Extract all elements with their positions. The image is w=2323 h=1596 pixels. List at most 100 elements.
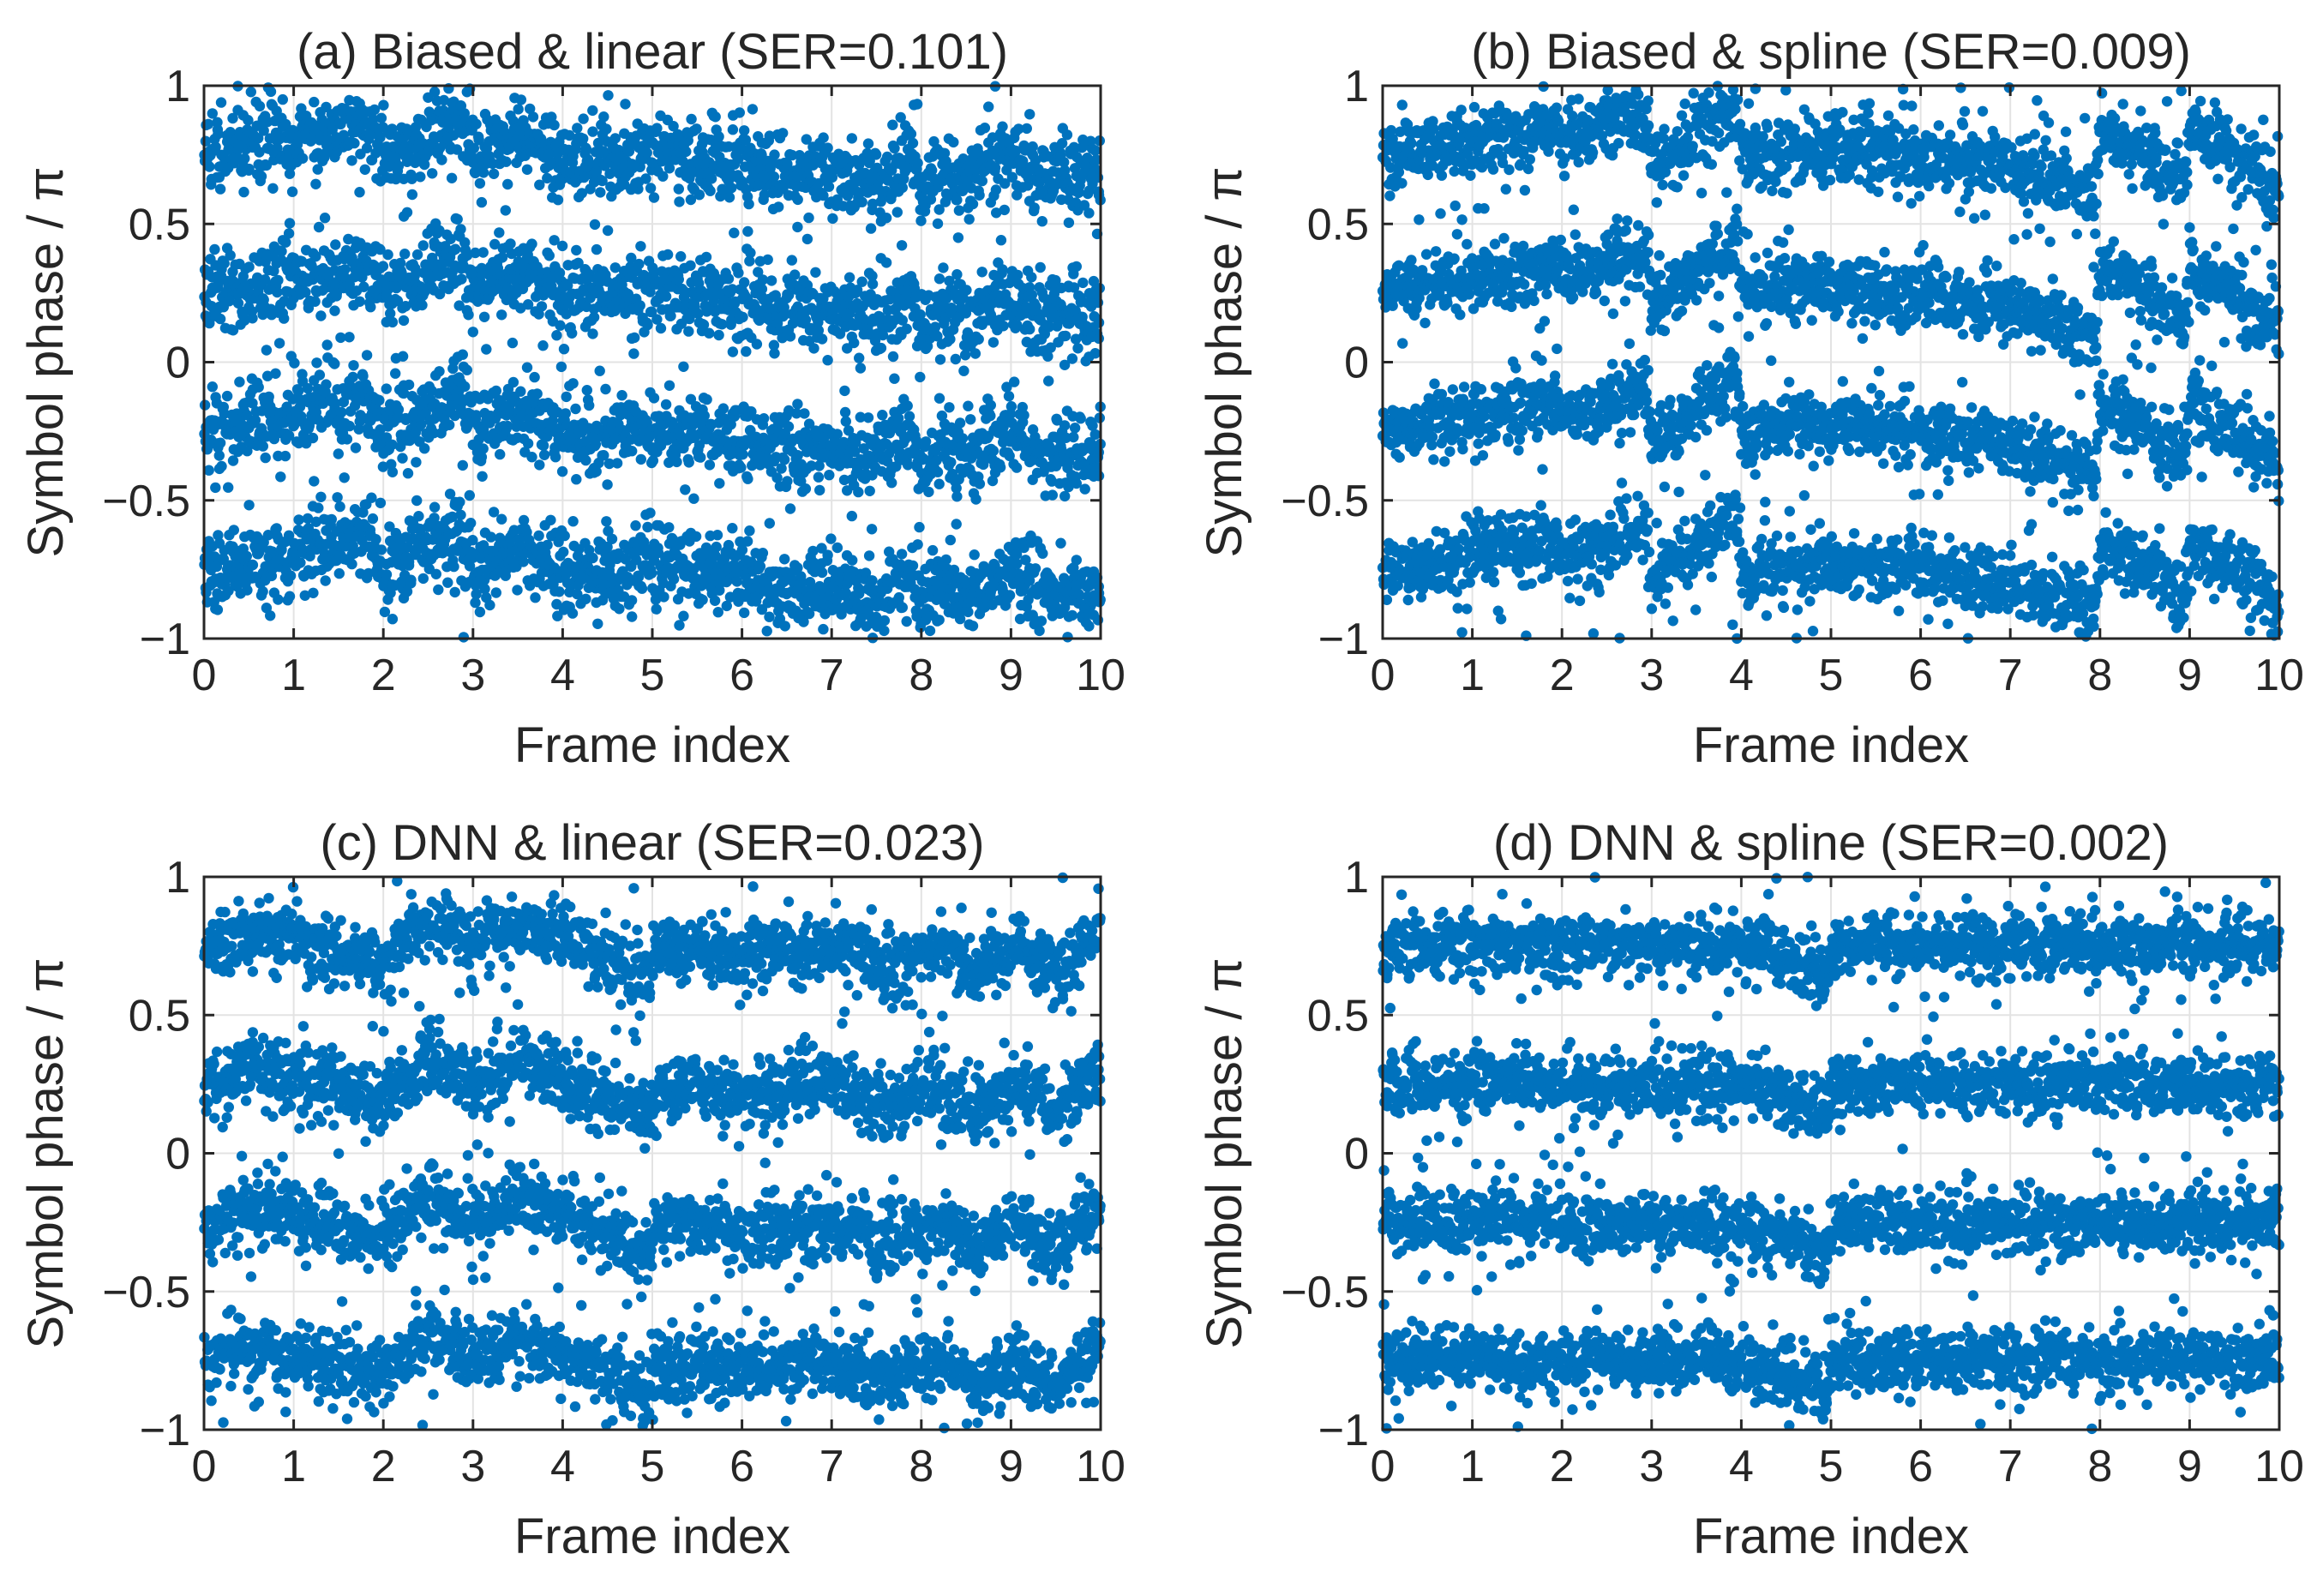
data-point — [247, 313, 258, 324]
data-point — [700, 251, 712, 263]
data-point — [254, 100, 266, 112]
data-point — [204, 317, 215, 329]
data-point — [257, 441, 268, 452]
data-point — [413, 511, 424, 522]
data-point — [786, 255, 797, 266]
data-point — [648, 393, 660, 404]
data-point — [902, 459, 914, 471]
data-point — [545, 514, 556, 525]
data-point — [320, 575, 331, 586]
data-point — [210, 141, 221, 153]
data-point — [477, 247, 489, 258]
data-point — [281, 401, 292, 412]
data-point — [260, 452, 271, 464]
data-point — [534, 459, 545, 471]
data-point — [602, 479, 613, 490]
data-point — [636, 583, 648, 594]
data-point — [555, 361, 567, 373]
data-point — [614, 603, 625, 615]
data-point — [602, 225, 614, 237]
data-point — [458, 632, 470, 643]
data-point — [512, 585, 523, 596]
data-point — [739, 125, 750, 136]
data-point — [713, 131, 724, 142]
data-point — [558, 546, 569, 558]
data-point — [402, 468, 414, 479]
data-point — [312, 164, 323, 175]
data-point — [642, 319, 653, 331]
data-point — [283, 530, 295, 541]
data-point — [207, 381, 218, 393]
data-point — [299, 590, 310, 601]
data-point — [375, 497, 387, 508]
data-point — [976, 267, 987, 278]
data-point — [455, 224, 466, 235]
data-point — [773, 201, 784, 213]
data-point — [467, 327, 478, 338]
data-point — [864, 485, 875, 496]
data-point — [555, 320, 566, 331]
data-point — [987, 445, 999, 457]
data-point — [915, 215, 927, 226]
data-point — [300, 286, 311, 298]
data-point — [262, 530, 274, 541]
data-point — [626, 595, 638, 606]
data-point — [273, 338, 285, 349]
data-point — [434, 366, 445, 377]
data-point — [729, 227, 740, 238]
data-point — [840, 416, 851, 427]
data-point — [526, 238, 537, 249]
data-point — [361, 350, 373, 361]
data-point — [339, 472, 350, 483]
data-point — [272, 142, 283, 153]
data-point — [744, 525, 755, 537]
data-point — [558, 344, 570, 355]
data-point — [254, 147, 265, 158]
data-point — [297, 153, 309, 164]
data-point — [452, 213, 463, 225]
data-point — [521, 164, 533, 175]
data-point — [932, 466, 944, 477]
data-point — [683, 326, 694, 337]
data-point — [526, 452, 537, 463]
data-point — [398, 315, 410, 327]
data-point — [206, 301, 217, 312]
data-point — [242, 446, 253, 457]
data-point — [307, 432, 319, 444]
data-point — [686, 113, 697, 125]
data-point — [587, 552, 598, 564]
data-point — [735, 462, 747, 473]
data-point — [642, 521, 653, 533]
data-point — [474, 606, 486, 618]
data-point — [261, 159, 273, 171]
data-point — [965, 414, 976, 425]
data-point — [213, 530, 224, 541]
data-point — [945, 534, 957, 546]
data-point — [567, 516, 579, 527]
data-point — [853, 486, 864, 498]
data-point — [970, 494, 981, 505]
data-point — [635, 241, 646, 252]
data-point — [260, 274, 271, 285]
data-point — [531, 388, 543, 399]
data-point — [762, 254, 773, 266]
data-point — [896, 549, 908, 560]
data-point — [726, 183, 737, 194]
data-point — [769, 348, 780, 359]
data-point — [354, 296, 365, 307]
data-point — [816, 567, 828, 579]
data-point — [279, 450, 291, 462]
data-point — [600, 383, 611, 395]
data-point — [293, 514, 304, 525]
data-point — [215, 97, 227, 108]
data-point — [567, 378, 579, 389]
data-point — [846, 133, 857, 144]
data-point — [446, 172, 458, 183]
data-point — [646, 567, 657, 579]
data-point — [354, 187, 365, 198]
data-point — [681, 146, 692, 158]
data-point — [963, 400, 974, 411]
data-point — [907, 137, 919, 149]
data-point — [581, 144, 592, 155]
data-point — [969, 348, 981, 359]
